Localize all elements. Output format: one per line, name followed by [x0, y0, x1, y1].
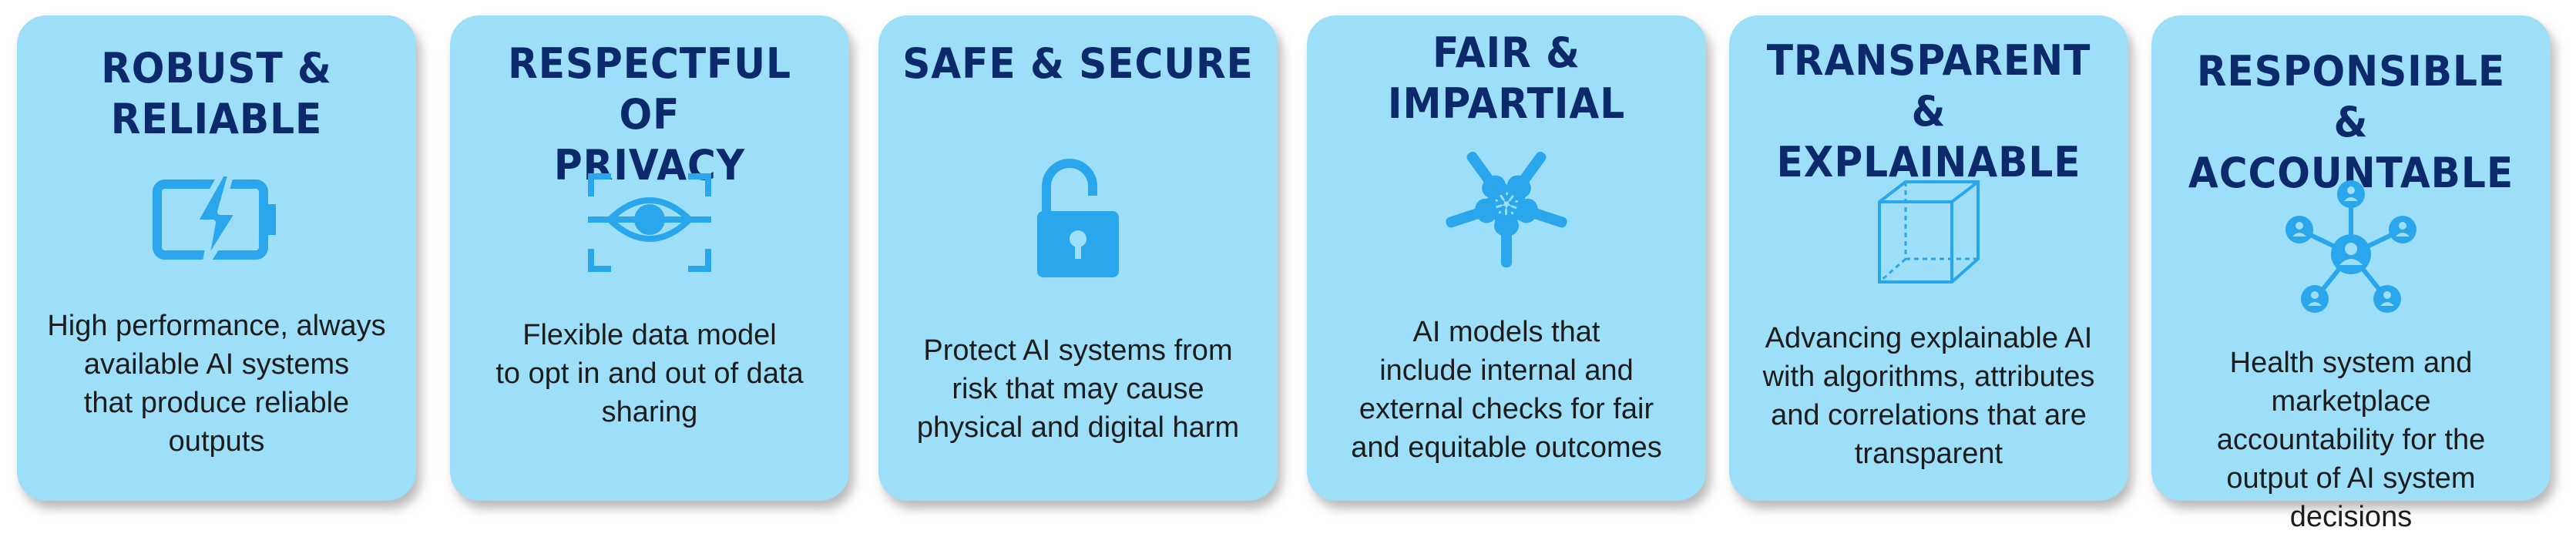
joined-hands-icon	[1437, 135, 1576, 274]
card-title: RESPECTFUL OF PRIVACY	[508, 39, 791, 190]
card-responsible-accountable: RESPONSIBLE & ACCOUNTABLE	[2151, 15, 2551, 533]
card-fair-impartial: FAIR & IMPARTIAL	[1307, 15, 1706, 501]
card-robust-reliable: ROBUST & RELIABLE High performance, alwa…	[17, 15, 416, 501]
card-respectful-privacy: RESPECTFUL OF PRIVACY Flexible data mode…	[450, 15, 849, 501]
card-title: FAIR & IMPARTIAL	[1387, 29, 1626, 128]
people-network-icon	[2285, 177, 2416, 316]
card-transparent-explainable: TRANSPARENT & EXPLAINABLE Advancing expl…	[1729, 15, 2128, 501]
card-title: TRANSPARENT & EXPLAINABLE	[1766, 36, 2091, 186]
card-description: Flexible data model to opt in and out of…	[495, 319, 804, 428]
card-title: SAFE & SECURE	[902, 39, 1254, 88]
card-description: High performance, always available AI sy…	[47, 310, 386, 458]
card-description: AI models that include internal and exte…	[1351, 316, 1662, 464]
eye-scan-icon	[588, 173, 711, 272]
transparent-cube-icon	[1875, 179, 1983, 287]
card-description: Health system and marketplace accountabi…	[2216, 347, 2486, 533]
unlocked-padlock-icon	[1036, 156, 1120, 279]
card-title: ROBUST & RELIABLE	[101, 44, 332, 143]
battery-charging-icon	[151, 173, 282, 266]
card-safe-secure: SAFE & SECURE Protect AI systems from ri…	[878, 15, 1278, 501]
card-title: RESPONSIBLE & ACCOUNTABLE	[2188, 47, 2514, 197]
card-description: Advancing explainable AI with algorithms…	[1762, 322, 2095, 470]
card-description: Protect AI systems from risk that may ca…	[916, 334, 1240, 444]
